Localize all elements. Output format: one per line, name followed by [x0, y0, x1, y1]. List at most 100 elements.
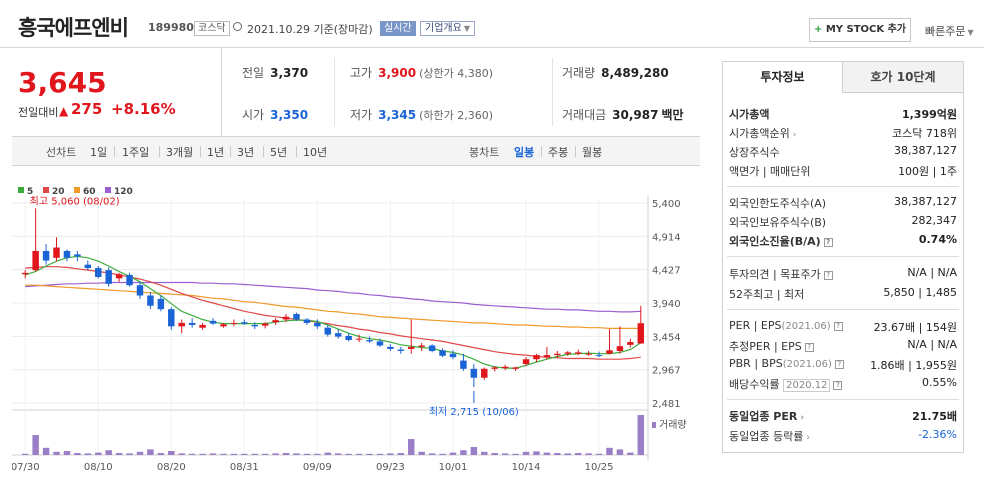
volume-bar [449, 452, 457, 455]
y-tick-label: 3,454 [652, 332, 681, 343]
price-change-percent: +8.16% [111, 100, 176, 118]
line-chart-label: 선차트 [46, 146, 77, 159]
help-icon[interactable]: ? [823, 238, 833, 247]
ma5-line [25, 255, 642, 369]
chevron-down-icon: ▼ [967, 28, 974, 37]
candle-weekly-button[interactable]: 주봉 [548, 146, 569, 159]
period-5y-button[interactable]: 5년 [270, 146, 288, 159]
volume-bar [595, 453, 603, 455]
info-row: 액면가 | 매매단위 100원 | 1주 [729, 163, 957, 181]
stock-chart[interactable]: 5 20 60 120 최고 5,060 (08/02) 최저 2,715 (10/06… [12, 170, 700, 480]
period-10y-button[interactable]: 10년 [303, 146, 328, 159]
info-row[interactable]: 동일업종 등락률 › -2.36% [729, 428, 957, 446]
candle-body [314, 322, 321, 327]
volume-legend-swatch [652, 422, 656, 428]
volume-bar [460, 450, 467, 455]
info-label: 시가총액 [729, 108, 770, 121]
info-label: 외국인한도주식수(A) [729, 197, 827, 210]
info-value: 282,347 [911, 214, 958, 227]
volume-bar [74, 453, 81, 455]
candle-body [564, 352, 571, 354]
candle-body [439, 350, 446, 356]
low-label: 저가 [350, 108, 373, 122]
y-tick-label: 3,940 [652, 299, 681, 310]
info-value: 23.67배 | 154원 [873, 321, 957, 334]
info-label: 추정PER | EPS [729, 340, 802, 353]
info-value: 0.74% [918, 233, 957, 246]
volume-bar [293, 453, 300, 455]
period-1w-button[interactable]: 1주일 [122, 146, 150, 159]
candle-body [261, 323, 269, 326]
y-tick-label: 2,967 [652, 366, 681, 377]
candle-body [95, 268, 102, 277]
realtime-button[interactable]: 실시간 [380, 21, 416, 36]
info-value: 1.86배 | 1,955원 [870, 359, 957, 372]
high-label: 고가 [350, 66, 373, 80]
tab-order-book[interactable]: 호가 10단계 [843, 62, 963, 93]
volume-bar [554, 453, 561, 455]
info-value: 1,399억원 [901, 108, 957, 121]
candle-body [460, 360, 467, 369]
x-tick-label: 07/30 [12, 462, 40, 473]
candle-body [282, 316, 290, 320]
high-value: 3,900 [378, 66, 417, 80]
low-value: 3,345 [378, 108, 417, 122]
volume-value: 8,489,280 [601, 66, 669, 80]
volume-label: 거래량 [562, 66, 596, 80]
help-icon[interactable]: ? [804, 343, 814, 352]
tab-investment-info[interactable]: 투자정보 [723, 62, 843, 93]
candles [21, 226, 645, 387]
info-note: 2020.12 [783, 379, 831, 392]
info-value: 0.55% [922, 376, 957, 389]
info-row[interactable]: 동일업종 PER › 21.75배 [729, 408, 957, 426]
candle-body [501, 366, 509, 369]
candle-monthly-button[interactable]: 월봉 [582, 146, 603, 159]
info-value: 38,387,127 [894, 195, 957, 208]
company-overview-dropdown[interactable]: 기업개요 ▼ [420, 21, 475, 36]
period-1d-button[interactable]: 1일 [90, 146, 108, 159]
volume-bar [345, 453, 352, 455]
prev-close-value: 3,370 [270, 66, 309, 80]
help-icon[interactable]: ? [823, 271, 833, 280]
candle-body [522, 359, 530, 365]
info-label: 투자의견 | 목표주가 [729, 268, 821, 281]
help-icon[interactable]: ? [834, 360, 844, 369]
volume-bar [585, 453, 592, 455]
x-tick-label: 08/10 [84, 462, 113, 473]
info-label: PBR | BPS [729, 357, 783, 370]
volume-bar [126, 453, 133, 455]
quick-order-dropdown[interactable]: 빠른주문 ▼ [925, 23, 974, 39]
info-row[interactable]: 시가총액순위 › 코스닥 718위 [729, 125, 957, 143]
price-change: 275 [71, 100, 103, 118]
x-axis: 07/30 08/10 08/20 08/31 09/09 09/23 10/01 10/14… [12, 462, 613, 473]
candle-body [334, 333, 342, 337]
volume-bar [606, 447, 613, 455]
info-label: 액면가 | 매매단위 [729, 165, 811, 178]
info-value: N/A | N/A [907, 338, 957, 351]
period-1y-button[interactable]: 1년 [207, 146, 225, 159]
volume-bar [147, 449, 154, 455]
volume-bar [564, 453, 571, 455]
investment-info-panel: 투자정보 호가 10단계 시가총액 1,399억원 시가총액순위 › 코스닥 718위… [722, 61, 964, 453]
volume-bar [481, 451, 488, 455]
info-label: 동일업종 PER [729, 410, 798, 423]
period-3y-button[interactable]: 3년 [237, 146, 255, 159]
volume-bar [241, 453, 248, 455]
period-3m-button[interactable]: 3개월 [166, 146, 194, 159]
help-icon[interactable]: ? [833, 322, 843, 331]
candle-body [387, 346, 394, 349]
volume-bar [63, 451, 71, 455]
volume-bar [136, 451, 144, 455]
help-icon[interactable]: ? [833, 381, 843, 390]
my-stock-add-button[interactable]: + MY STOCK 추가 [809, 18, 911, 42]
chevron-right-icon: › [800, 413, 805, 423]
volume-bar [199, 453, 206, 455]
amount-unit: 백만 [661, 108, 684, 122]
candle-body [355, 338, 363, 340]
chevron-right-icon: › [792, 130, 797, 140]
candle-body [105, 270, 112, 284]
candle-daily-button[interactable]: 일봉 [514, 146, 535, 159]
volume-bar [491, 453, 498, 455]
candle-body [533, 355, 540, 360]
volume-bar [188, 453, 196, 455]
